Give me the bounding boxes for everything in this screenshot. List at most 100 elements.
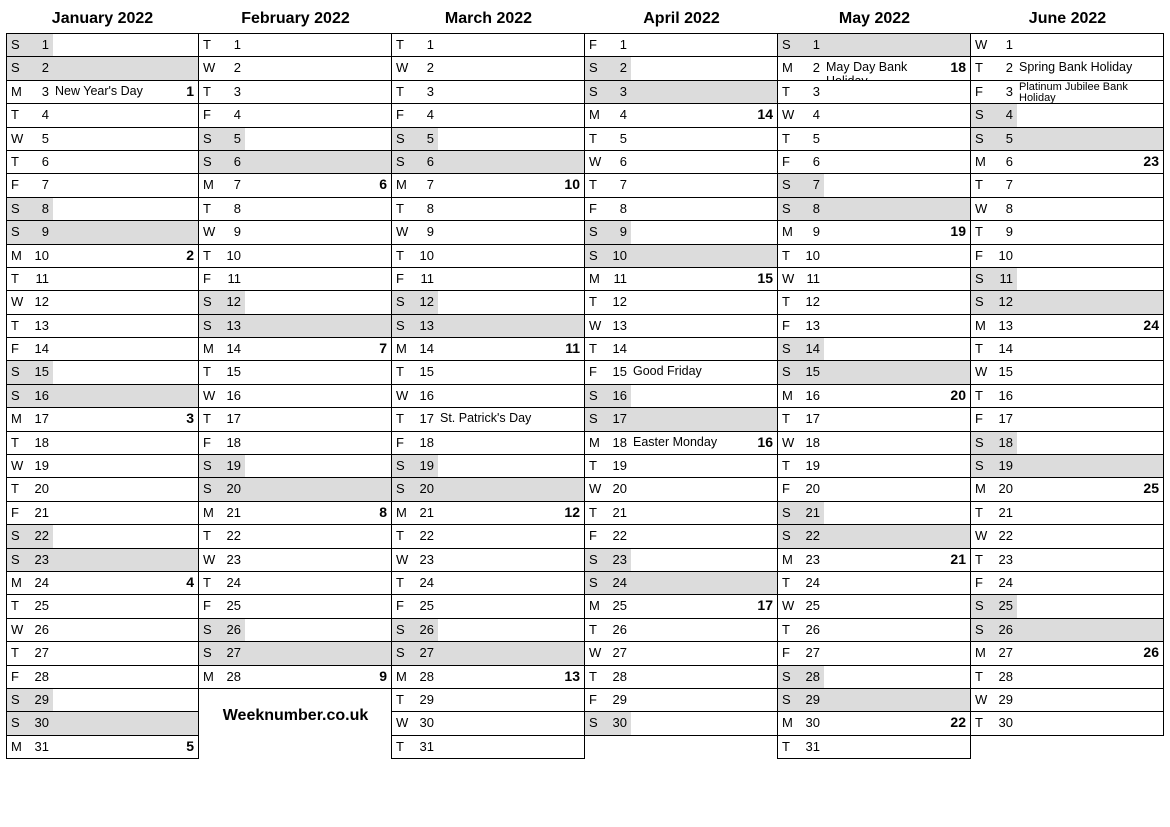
week-number: 7 xyxy=(379,341,387,356)
day-number: 8 xyxy=(800,202,820,216)
day-cell: W25 xyxy=(777,594,971,618)
day-cell: F3Platinum Jubilee Bank Holiday xyxy=(970,80,1164,104)
day-cell: S6 xyxy=(198,150,392,174)
day-of-week: S xyxy=(11,38,25,52)
day-cell: T24 xyxy=(391,571,585,595)
day-number: 23 xyxy=(29,553,49,567)
day-cell: W18 xyxy=(777,431,971,455)
day-cell: T27 xyxy=(6,641,199,665)
week-number: 13 xyxy=(564,669,580,684)
day-number: 21 xyxy=(221,506,241,520)
day-of-week: S xyxy=(11,225,25,239)
day-number: 18 xyxy=(414,436,434,450)
day-cell: T30 xyxy=(970,711,1164,735)
day-number: 20 xyxy=(800,482,820,496)
day-of-week: M xyxy=(975,155,989,169)
day-cell: W27 xyxy=(584,641,778,665)
day-cell: S12 xyxy=(198,290,392,314)
day-number: 12 xyxy=(221,295,241,309)
day-number: 24 xyxy=(607,576,627,590)
day-of-week: M xyxy=(589,272,603,286)
holiday-label: Spring Bank Holiday xyxy=(1019,61,1133,74)
week-number: 11 xyxy=(565,341,580,356)
day-of-week: S xyxy=(396,482,410,496)
day-of-week: F xyxy=(589,529,603,543)
day-number: 2 xyxy=(800,61,820,75)
day-number: 25 xyxy=(800,599,820,613)
week-number: 21 xyxy=(950,552,966,567)
day-number: 8 xyxy=(993,202,1013,216)
day-of-week: M xyxy=(203,506,217,520)
day-of-week: T xyxy=(589,459,603,473)
day-of-week: F xyxy=(203,272,217,286)
day-number: 16 xyxy=(29,389,49,403)
day-of-week: M xyxy=(396,342,410,356)
day-of-week: W xyxy=(589,482,603,496)
day-cell: S18 xyxy=(970,431,1164,455)
day-of-week: S xyxy=(782,178,796,192)
day-of-week: T xyxy=(782,623,796,637)
day-cell: S9 xyxy=(584,220,778,244)
day-of-week: T xyxy=(782,132,796,146)
day-cell: S22 xyxy=(6,524,199,548)
month-header: May 2022 xyxy=(778,4,971,34)
day-number: 7 xyxy=(414,178,434,192)
day-number: 11 xyxy=(29,272,49,286)
day-number: 21 xyxy=(800,506,820,520)
day-of-week: W xyxy=(203,553,217,567)
day-cell: T1 xyxy=(391,33,585,57)
day-of-week: F xyxy=(396,599,410,613)
day-of-week: S xyxy=(589,389,603,403)
day-of-week: S xyxy=(203,155,217,169)
day-cell: S8 xyxy=(6,197,199,221)
day-number: 29 xyxy=(29,693,49,707)
day-of-week: T xyxy=(11,436,25,450)
day-of-week: F xyxy=(975,576,989,590)
day-of-week: M xyxy=(396,506,410,520)
day-cell: S19 xyxy=(970,454,1164,478)
day-cell: M218 xyxy=(198,501,392,525)
day-number: 24 xyxy=(414,576,434,590)
week-number: 14 xyxy=(757,107,773,122)
day-cell: S4 xyxy=(970,103,1164,127)
day-of-week: S xyxy=(782,529,796,543)
day-cell: F10 xyxy=(970,244,1164,268)
day-of-week: T xyxy=(396,412,410,426)
day-of-week: F xyxy=(975,412,989,426)
day-cell: T24 xyxy=(777,571,971,595)
day-of-week: T xyxy=(11,155,25,169)
day-of-week: T xyxy=(589,670,603,684)
day-cell: T22 xyxy=(198,524,392,548)
day-cell: T17 xyxy=(777,407,971,431)
day-number: 22 xyxy=(800,529,820,543)
day-cell: T20 xyxy=(6,477,199,501)
day-cell: M173 xyxy=(6,407,199,431)
day-number: 24 xyxy=(800,576,820,590)
day-of-week: F xyxy=(975,249,989,263)
day-cell: T14 xyxy=(970,337,1164,361)
holiday-label: Platinum Jubilee Bank Holiday xyxy=(1019,82,1133,104)
day-number: 5 xyxy=(993,132,1013,146)
day-of-week: S xyxy=(782,38,796,52)
day-cell: T17 xyxy=(198,407,392,431)
day-cell: W15 xyxy=(970,360,1164,384)
month-column: February 2022T1W2T3F4S5S6M76T8W9T10F11S1… xyxy=(199,4,392,759)
day-cell: W1 xyxy=(970,33,1164,57)
day-of-week: T xyxy=(589,342,603,356)
day-cell: T1 xyxy=(198,33,392,57)
day-cell: T29 xyxy=(391,688,585,712)
day-number: 3 xyxy=(993,85,1013,99)
day-number: 11 xyxy=(993,272,1013,286)
day-of-week: F xyxy=(203,599,217,613)
day-of-week: T xyxy=(589,295,603,309)
day-number: 1 xyxy=(993,38,1013,52)
day-cell: S12 xyxy=(391,290,585,314)
day-cell: M289 xyxy=(198,665,392,689)
day-cell: T26 xyxy=(584,618,778,642)
day-number: 11 xyxy=(607,272,627,286)
day-number: 29 xyxy=(607,693,627,707)
day-cell: S30 xyxy=(584,711,778,735)
day-cell: T31 xyxy=(777,735,971,759)
day-number: 17 xyxy=(800,412,820,426)
day-number: 6 xyxy=(29,155,49,169)
